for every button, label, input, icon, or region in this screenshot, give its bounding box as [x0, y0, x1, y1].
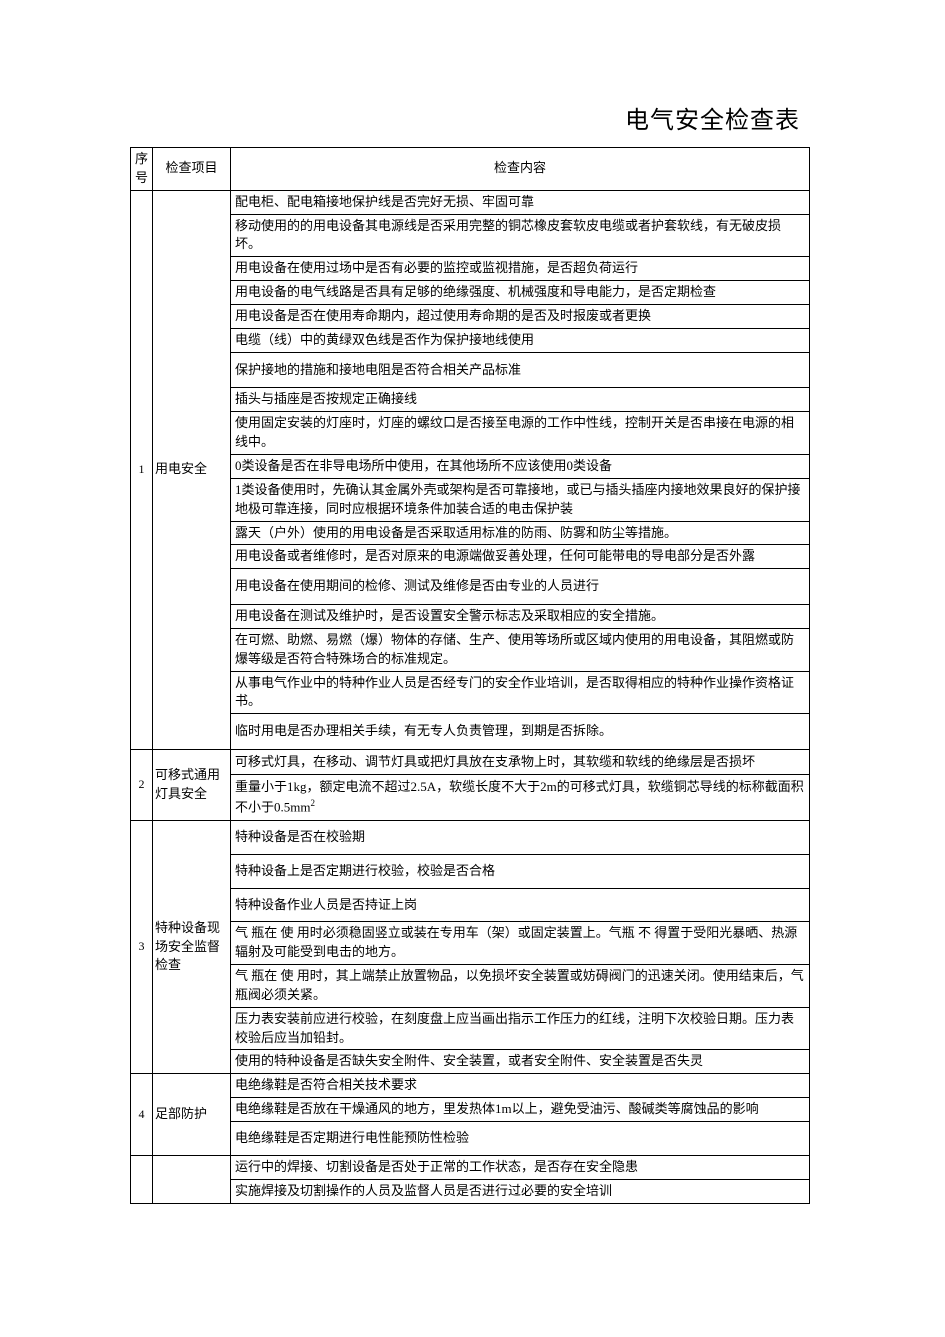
content-cell: 使用的特种设备是否缺失安全附件、安全装置，或者安全附件、安全装置是否失灵 [231, 1050, 810, 1074]
seq-cell [131, 1155, 153, 1203]
content-cell: 保护接地的措施和接地电阻是否符合相关产品标准 [231, 352, 810, 388]
content-cell: 用电设备或者维修时，是否对原来的电源端做妥善处理，任何可能带电的导电部分是否外露 [231, 545, 810, 569]
item-cell [153, 1155, 231, 1203]
item-cell: 足部防护 [153, 1074, 231, 1156]
seq-cell: 4 [131, 1074, 153, 1156]
content-cell: 用电设备在使用期间的检修、测试及维修是否由专业的人员进行 [231, 569, 810, 605]
seq-cell: 2 [131, 750, 153, 821]
content-cell: 特种设备是否在校验期 [231, 820, 810, 854]
seq-cell: 1 [131, 190, 153, 749]
content-cell: 电缆（线）中的黄绿双色线是否作为保护接地线使用 [231, 328, 810, 352]
content-cell: 可移式灯具，在移动、调节灯具或把灯具放在支承物上时，其软缆和软线的绝缘层是否损坏 [231, 750, 810, 775]
item-cell: 用电安全 [153, 190, 231, 749]
content-cell: 配电柜、配电箱接地保护线是否完好无损、牢固可靠 [231, 190, 810, 214]
content-cell: 使用固定安装的灯座时，灯座的螺纹口是否接至电源的工作中性线，控制开关是否串接在电… [231, 412, 810, 455]
content-cell: 0类设备是否在非导电场所中使用，在其他场所不应该使用0类设备 [231, 454, 810, 478]
content-cell: 1类设备使用时，先确认其金属外壳或架构是否可靠接地，或已与插头插座内接地效果良好… [231, 478, 810, 521]
content-cell: 插头与插座是否按规定正确接线 [231, 388, 810, 412]
content-cell: 在可燃、助燃、易燃（爆）物体的存储、生产、使用等场所或区域内使用的用电设备，其阻… [231, 628, 810, 671]
content-cell: 重量小于1kg，额定电流不超过2.5A，软缆长度不大于2m的可移式灯具，软缆铜芯… [231, 775, 810, 821]
content-cell: 电绝缘鞋是否符合相关技术要求 [231, 1074, 810, 1098]
content-cell: 用电设备在使用过场中是否有必要的监控或监视措施，是否超负荷运行 [231, 257, 810, 281]
page-title: 电气安全检查表 [130, 100, 810, 135]
item-cell: 可移式通用灯具安全 [153, 750, 231, 821]
col-header-seq: 序号 [131, 148, 153, 191]
content-cell: 用电设备的电气线路是否具有足够的绝缘强度、机械强度和导电能力，是否定期检查 [231, 281, 810, 305]
content-cell: 气 瓶在 使 用时必须稳固竖立或装在专用车（架）或固定装置上。气瓶 不 得置于受… [231, 922, 810, 965]
content-cell: 气 瓶在 使 用时，其上端禁止放置物品，以免损坏安全装置或妨碍阀门的迅速关闭。使… [231, 965, 810, 1008]
content-cell: 电绝缘鞋是否放在干燥通风的地方，里发热体1m以上，避免受油污、酸碱类等腐蚀品的影… [231, 1098, 810, 1122]
checklist-table: 序号检查项目检查内容 1用电安全配电柜、配电箱接地保护线是否完好无损、牢固可靠移动… [130, 147, 810, 1204]
content-cell: 用电设备是否在使用寿命期内，超过使用寿命期的是否及时报废或者更换 [231, 304, 810, 328]
content-cell: 从事电气作业中的特种作业人员是否经专门的安全作业培训，是否取得相应的特种作业操作… [231, 671, 810, 714]
seq-cell: 3 [131, 820, 153, 1073]
content-cell: 临时用电是否办理相关手续，有无专人负责管理，到期是否拆除。 [231, 714, 810, 750]
content-cell: 移动使用的的用电设备其电源线是否采用完整的铜芯橡皮套软皮电缆或者护套软线，有无破… [231, 214, 810, 257]
content-cell: 电绝缘鞋是否定期进行电性能预防性检验 [231, 1121, 810, 1155]
item-cell: 特种设备现场安全监督检查 [153, 820, 231, 1073]
content-cell: 实施焊接及切割操作的人员及监督人员是否进行过必要的安全培训 [231, 1179, 810, 1203]
content-cell: 压力表安装前应进行校验，在刻度盘上应当画出指示工作压力的红线，注明下次校验日期。… [231, 1007, 810, 1050]
col-header-content: 检查内容 [231, 148, 810, 191]
content-cell: 露天（户外）使用的用电设备是否采取适用标准的防雨、防雾和防尘等措施。 [231, 521, 810, 545]
col-header-item: 检查项目 [153, 148, 231, 191]
content-cell: 特种设备作业人员是否持证上岗 [231, 888, 810, 922]
content-cell: 用电设备在测试及维护时，是否设置安全警示标志及采取相应的安全措施。 [231, 605, 810, 629]
content-cell: 运行中的焊接、切割设备是否处于正常的工作状态，是否存在安全隐患 [231, 1155, 810, 1179]
content-cell: 特种设备上是否定期进行校验，校验是否合格 [231, 854, 810, 888]
